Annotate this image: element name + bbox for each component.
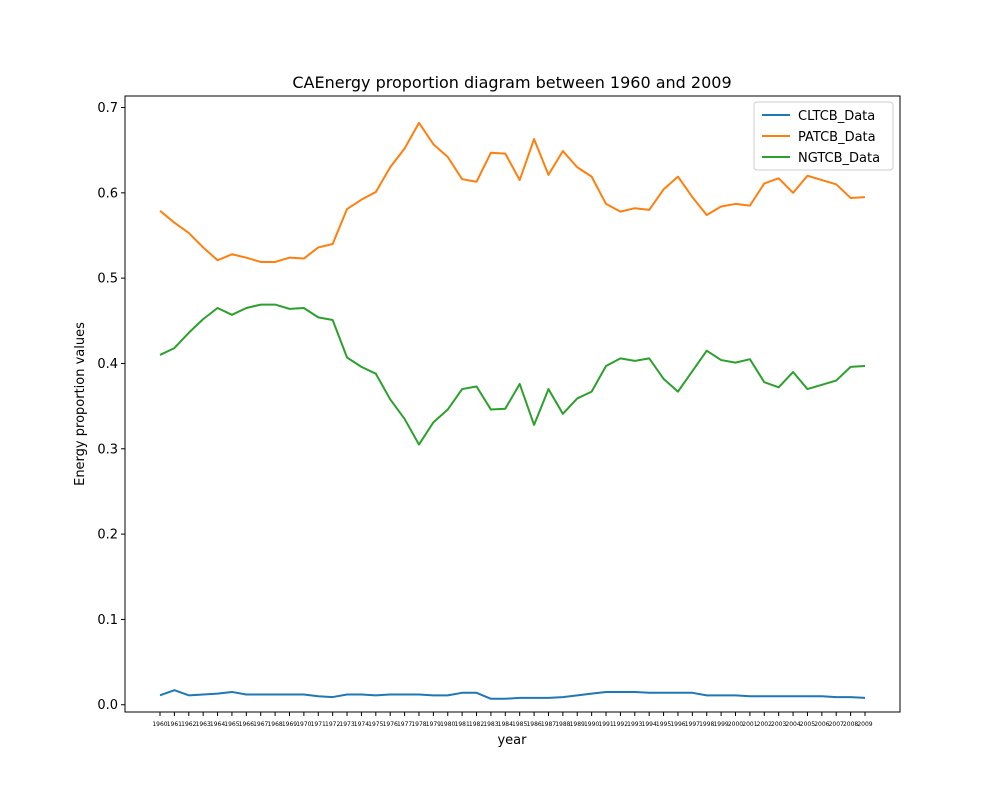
x-tick-label: 1980	[440, 721, 455, 728]
y-tick-label: 0.2	[97, 528, 118, 543]
x-tick-label: 1987	[541, 721, 556, 728]
x-axis: 1960 1961 1962 1963 1964 1965 1966 1967 1968 1969…	[152, 712, 873, 728]
x-tick-label: 1991	[598, 721, 613, 728]
x-tick-label: 1994	[642, 721, 657, 728]
x-tick-label: 2002	[757, 721, 772, 728]
legend-label: NGTCB_Data	[798, 151, 880, 166]
y-tick-label: 0.4	[97, 357, 118, 372]
x-tick-label: 1999	[713, 721, 728, 728]
y-tick-label: 0.0	[97, 698, 118, 713]
x-tick-label: 2004	[785, 721, 800, 728]
x-tick-label: 1978	[411, 721, 426, 728]
x-tick-label: 1977	[397, 721, 412, 728]
y-axis-label: Energy proportion values	[73, 322, 88, 486]
x-tick-label: 1997	[685, 721, 700, 728]
x-tick-label: 1981	[455, 721, 470, 728]
legend-label: CLTCB_Data	[798, 109, 875, 124]
x-tick-label: 1988	[555, 721, 570, 728]
series-line-patcb-data	[159, 121, 866, 263]
x-tick-label: 1961	[167, 721, 182, 728]
x-tick-label: 2005	[800, 721, 815, 728]
x-tick-label: 1972	[325, 721, 340, 728]
x-tick-label: 1989	[570, 721, 585, 728]
x-tick-label: 1986	[526, 721, 541, 728]
x-tick-label: 2001	[742, 721, 757, 728]
x-tick-label: 1960	[152, 721, 167, 728]
x-tick-label: 1982	[469, 721, 484, 728]
x-tick-label: 1967	[253, 721, 268, 728]
x-tick-label: 2000	[728, 721, 743, 728]
y-axis: 0.0 0.1 0.2 0.3 0.4 0.5 0.6 0.7	[97, 101, 125, 713]
series-line-ngtcb-data	[159, 303, 866, 446]
x-tick-label: 1995	[656, 721, 671, 728]
x-axis-label: year	[497, 733, 527, 748]
x-tick-label: 1964	[210, 721, 225, 728]
x-tick-label: 1976	[383, 721, 398, 728]
x-tick-label: 1969	[282, 721, 297, 728]
x-tick-label: 2006	[814, 721, 829, 728]
x-tick-label: 1974	[354, 721, 369, 728]
x-tick-label: 1990	[584, 721, 599, 728]
x-tick-label: 1996	[670, 721, 685, 728]
x-tick-label: 2003	[771, 721, 786, 728]
y-tick-label: 0.1	[97, 613, 118, 628]
x-tick-label: 1973	[339, 721, 354, 728]
x-tick-label: 1979	[426, 721, 441, 728]
x-tick-label: 1968	[267, 721, 282, 728]
x-tick-label: 1984	[498, 721, 513, 728]
y-tick-label: 0.7	[97, 101, 118, 116]
x-tick-label: 1993	[627, 721, 642, 728]
x-tick-label: 1992	[613, 721, 628, 728]
x-tick-label: 2009	[857, 721, 872, 728]
x-tick-label: 2007	[829, 721, 844, 728]
x-tick-label: 1985	[512, 721, 527, 728]
chart-title: CAEnergy proportion diagram between 1960…	[292, 73, 731, 92]
x-tick-label: 1963	[196, 721, 211, 728]
x-tick-label: 1966	[239, 721, 254, 728]
x-tick-label: 1983	[483, 721, 498, 728]
legend: CLTCB_Data PATCB_Data NGTCB_Data	[753, 101, 894, 171]
x-tick-label: 1962	[181, 721, 196, 728]
x-tick-label: 1965	[224, 721, 239, 728]
plot-area	[124, 95, 901, 713]
series-lines	[159, 121, 866, 700]
x-tick-label: 1970	[296, 721, 311, 728]
y-tick-label: 0.6	[97, 186, 118, 201]
series-line-cltcb-data	[159, 689, 866, 700]
x-tick-label: 2008	[843, 721, 858, 728]
y-tick-label: 0.3	[97, 442, 118, 457]
y-tick-label: 0.5	[97, 272, 118, 287]
legend-box	[753, 101, 894, 171]
x-tick-label: 1998	[699, 721, 714, 728]
x-tick-label: 1975	[368, 721, 383, 728]
legend-label: PATCB_Data	[798, 130, 876, 145]
x-tick-label: 1971	[311, 721, 326, 728]
